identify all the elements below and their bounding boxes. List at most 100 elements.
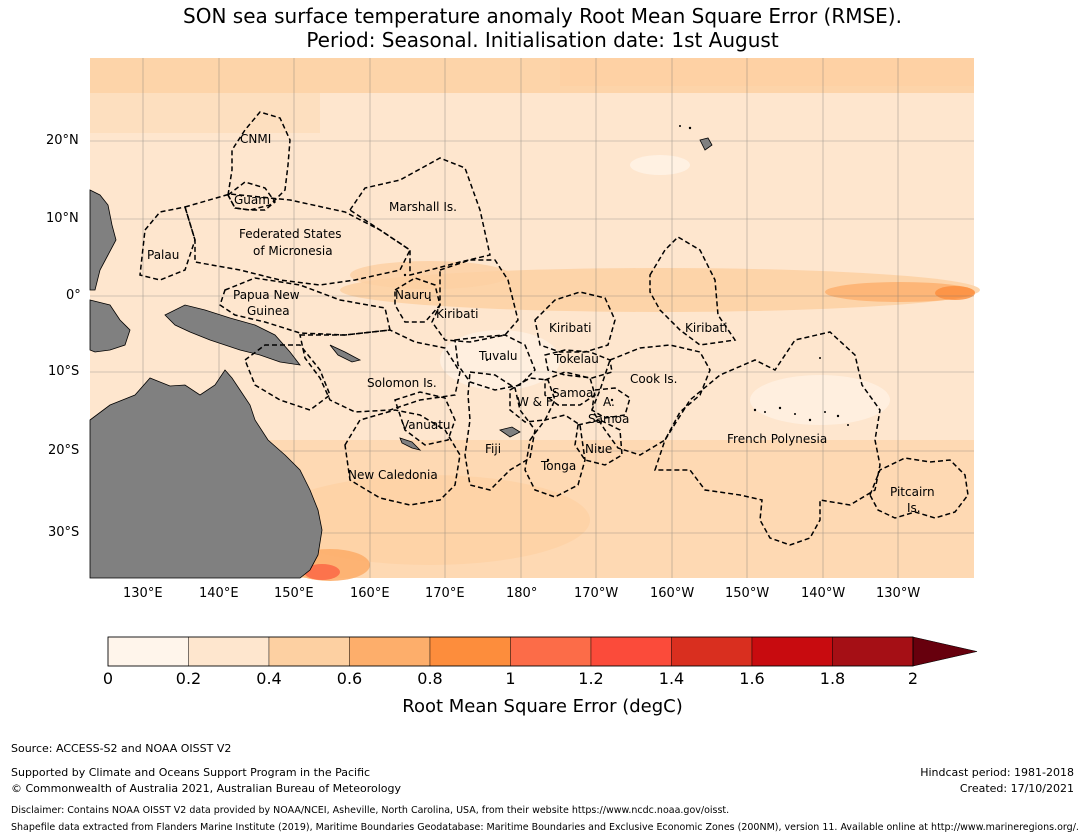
colorbar-tick-label: 1.2 <box>578 669 604 688</box>
lat-tick-20s: 20°S <box>48 443 80 458</box>
lon-tick-130e: 130°E <box>123 586 163 601</box>
region-label-am-samoa-line1: A. <box>603 395 615 409</box>
lat-tick-20n: 20°N <box>46 133 79 148</box>
lat-tick-0: 0° <box>66 288 81 303</box>
colorbar-segment <box>188 636 270 667</box>
chart-title-line2: Period: Seasonal. Initialisation date: 1… <box>306 28 779 52</box>
region-label-palau: Palau <box>147 248 180 262</box>
lon-tick-140w: 140°W <box>801 586 846 601</box>
colorbar-segment <box>832 636 914 667</box>
colorbar-segment <box>510 636 592 667</box>
region-label-samoa: Samoa <box>552 386 594 400</box>
colorbar-segments <box>107 636 978 667</box>
eez-niue <box>574 419 623 466</box>
colorbar-segment <box>671 636 753 667</box>
eez-pitcairn <box>869 457 969 519</box>
eez-tokelau <box>544 349 613 379</box>
region-label-png-line1: Papua New <box>233 288 300 302</box>
lon-tick-160w: 160°W <box>650 586 695 601</box>
lon-tick-180: 180° <box>506 586 538 601</box>
eez-solomon <box>299 329 461 413</box>
region-label-kiribati-c: Kiribati <box>549 321 592 335</box>
map-canvas <box>89 58 980 581</box>
eez-kiribati-e <box>649 236 737 346</box>
eez-samoa <box>544 371 596 406</box>
colorbar-segment <box>429 636 511 667</box>
solomon-land <box>329 344 362 363</box>
eez-boundaries <box>139 111 969 546</box>
region-label-cook: Cook Is. <box>630 372 678 386</box>
colorbar-tick-label: 1.8 <box>819 669 846 688</box>
lat-tick-10s: 10°S <box>48 364 80 379</box>
colorbar-frame <box>107 636 914 667</box>
land-masses <box>89 137 713 579</box>
copyright-text: © Commonwealth of Australia 2021, Austra… <box>11 782 401 795</box>
eez-palau <box>139 206 196 281</box>
new-guinea-land <box>164 304 301 366</box>
region-label-french-polynesia: French Polynesia <box>727 432 828 446</box>
chart-title-line1: SON sea surface temperature anomaly Root… <box>183 4 902 28</box>
fiji-land <box>499 426 521 438</box>
new-caledonia-land <box>399 437 422 451</box>
colorbar-tick-label: 1.4 <box>658 669 685 688</box>
region-label-solomon: Solomon Is. <box>367 376 437 390</box>
australia-land <box>89 369 323 579</box>
hindcast-period: Hindcast period: 1981-2018 <box>920 766 1074 779</box>
lon-tick-140e: 140°E <box>199 586 239 601</box>
region-label-pitcairn-line2: Is. <box>907 501 921 515</box>
created-date: Created: 17/10/2021 <box>959 782 1074 795</box>
region-label-tonga: Tonga <box>541 459 577 473</box>
region-label-kiribati-w: Kiribati <box>436 307 479 321</box>
region-label-fsm-line2: of Micronesia <box>253 244 333 258</box>
colorbar-tick-label: 1 <box>505 669 516 688</box>
colorbar-label: Root Mean Square Error (degC) <box>402 696 683 717</box>
eez-fsm <box>184 193 411 286</box>
eez-wf <box>509 377 556 423</box>
borneo-sulawesi-land <box>89 299 131 353</box>
eez-nauru <box>394 277 441 323</box>
hawaii-land <box>699 137 713 151</box>
colorbar-tick-label: 0.4 <box>256 669 282 688</box>
lon-tick-160e: 160°E <box>350 586 390 601</box>
colorbar-segment <box>107 636 189 667</box>
colorbar-tick-label: 0 <box>102 669 114 688</box>
eez-cook <box>591 344 711 456</box>
region-label-png-line2: Guinea <box>247 304 290 318</box>
colorbar-segment <box>590 636 672 667</box>
eez-fiji <box>464 371 536 491</box>
eez-marshall <box>348 157 491 276</box>
region-label-kiribati-e: Kiribati <box>685 321 728 335</box>
source-text: Source: ACCESS-S2 and NOAA OISST V2 <box>11 742 232 755</box>
lon-tick-170e: 170°E <box>425 586 465 601</box>
region-label-fiji: Fiji <box>485 442 502 456</box>
colorbar-tick-label: 0.8 <box>417 669 443 688</box>
region-label-nauru: Nauru <box>395 288 432 302</box>
disclaimer-text: Disclaimer: Contains NOAA OISST V2 data … <box>11 805 730 816</box>
region-label-marshall: Marshall Is. <box>389 200 457 214</box>
region-label-wallis-futuna: W & F. <box>517 395 555 409</box>
lat-tick-10n: 10°N <box>46 211 79 226</box>
eez-guam <box>227 181 277 211</box>
colorbar-segment <box>349 636 431 667</box>
shapefile-credit: Shapefile data extracted from Flanders M… <box>11 822 1079 833</box>
philippines-land <box>89 189 117 291</box>
colorbar-tick-label: 0.6 <box>336 669 363 688</box>
colorbar-segment <box>751 636 833 667</box>
colorbar-tick-label: 0.2 <box>175 669 202 688</box>
lon-tick-170w: 170°W <box>574 586 619 601</box>
region-label-guam: Guam <box>234 193 270 207</box>
colorbar-segment <box>268 636 350 667</box>
eez-tonga <box>524 414 586 498</box>
eez-kiribati-w <box>431 259 519 343</box>
island-markers <box>403 125 849 462</box>
region-label-pitcairn-line1: Pitcairn <box>890 485 935 499</box>
region-label-new-caledonia: New Caledonia <box>348 468 438 482</box>
eez-newcal <box>344 409 461 506</box>
eez-png-south <box>244 344 331 411</box>
region-label-cnmi: CNMI <box>240 132 272 146</box>
lon-tick-130w: 130°W <box>876 586 921 601</box>
region-label-tuvalu: Tuvalu <box>479 349 518 363</box>
lat-tick-30s: 30°S <box>48 525 80 540</box>
region-label-tokelau: Tokelau <box>554 352 599 366</box>
region-label-am-samoa-line2: Samoa <box>588 412 630 426</box>
